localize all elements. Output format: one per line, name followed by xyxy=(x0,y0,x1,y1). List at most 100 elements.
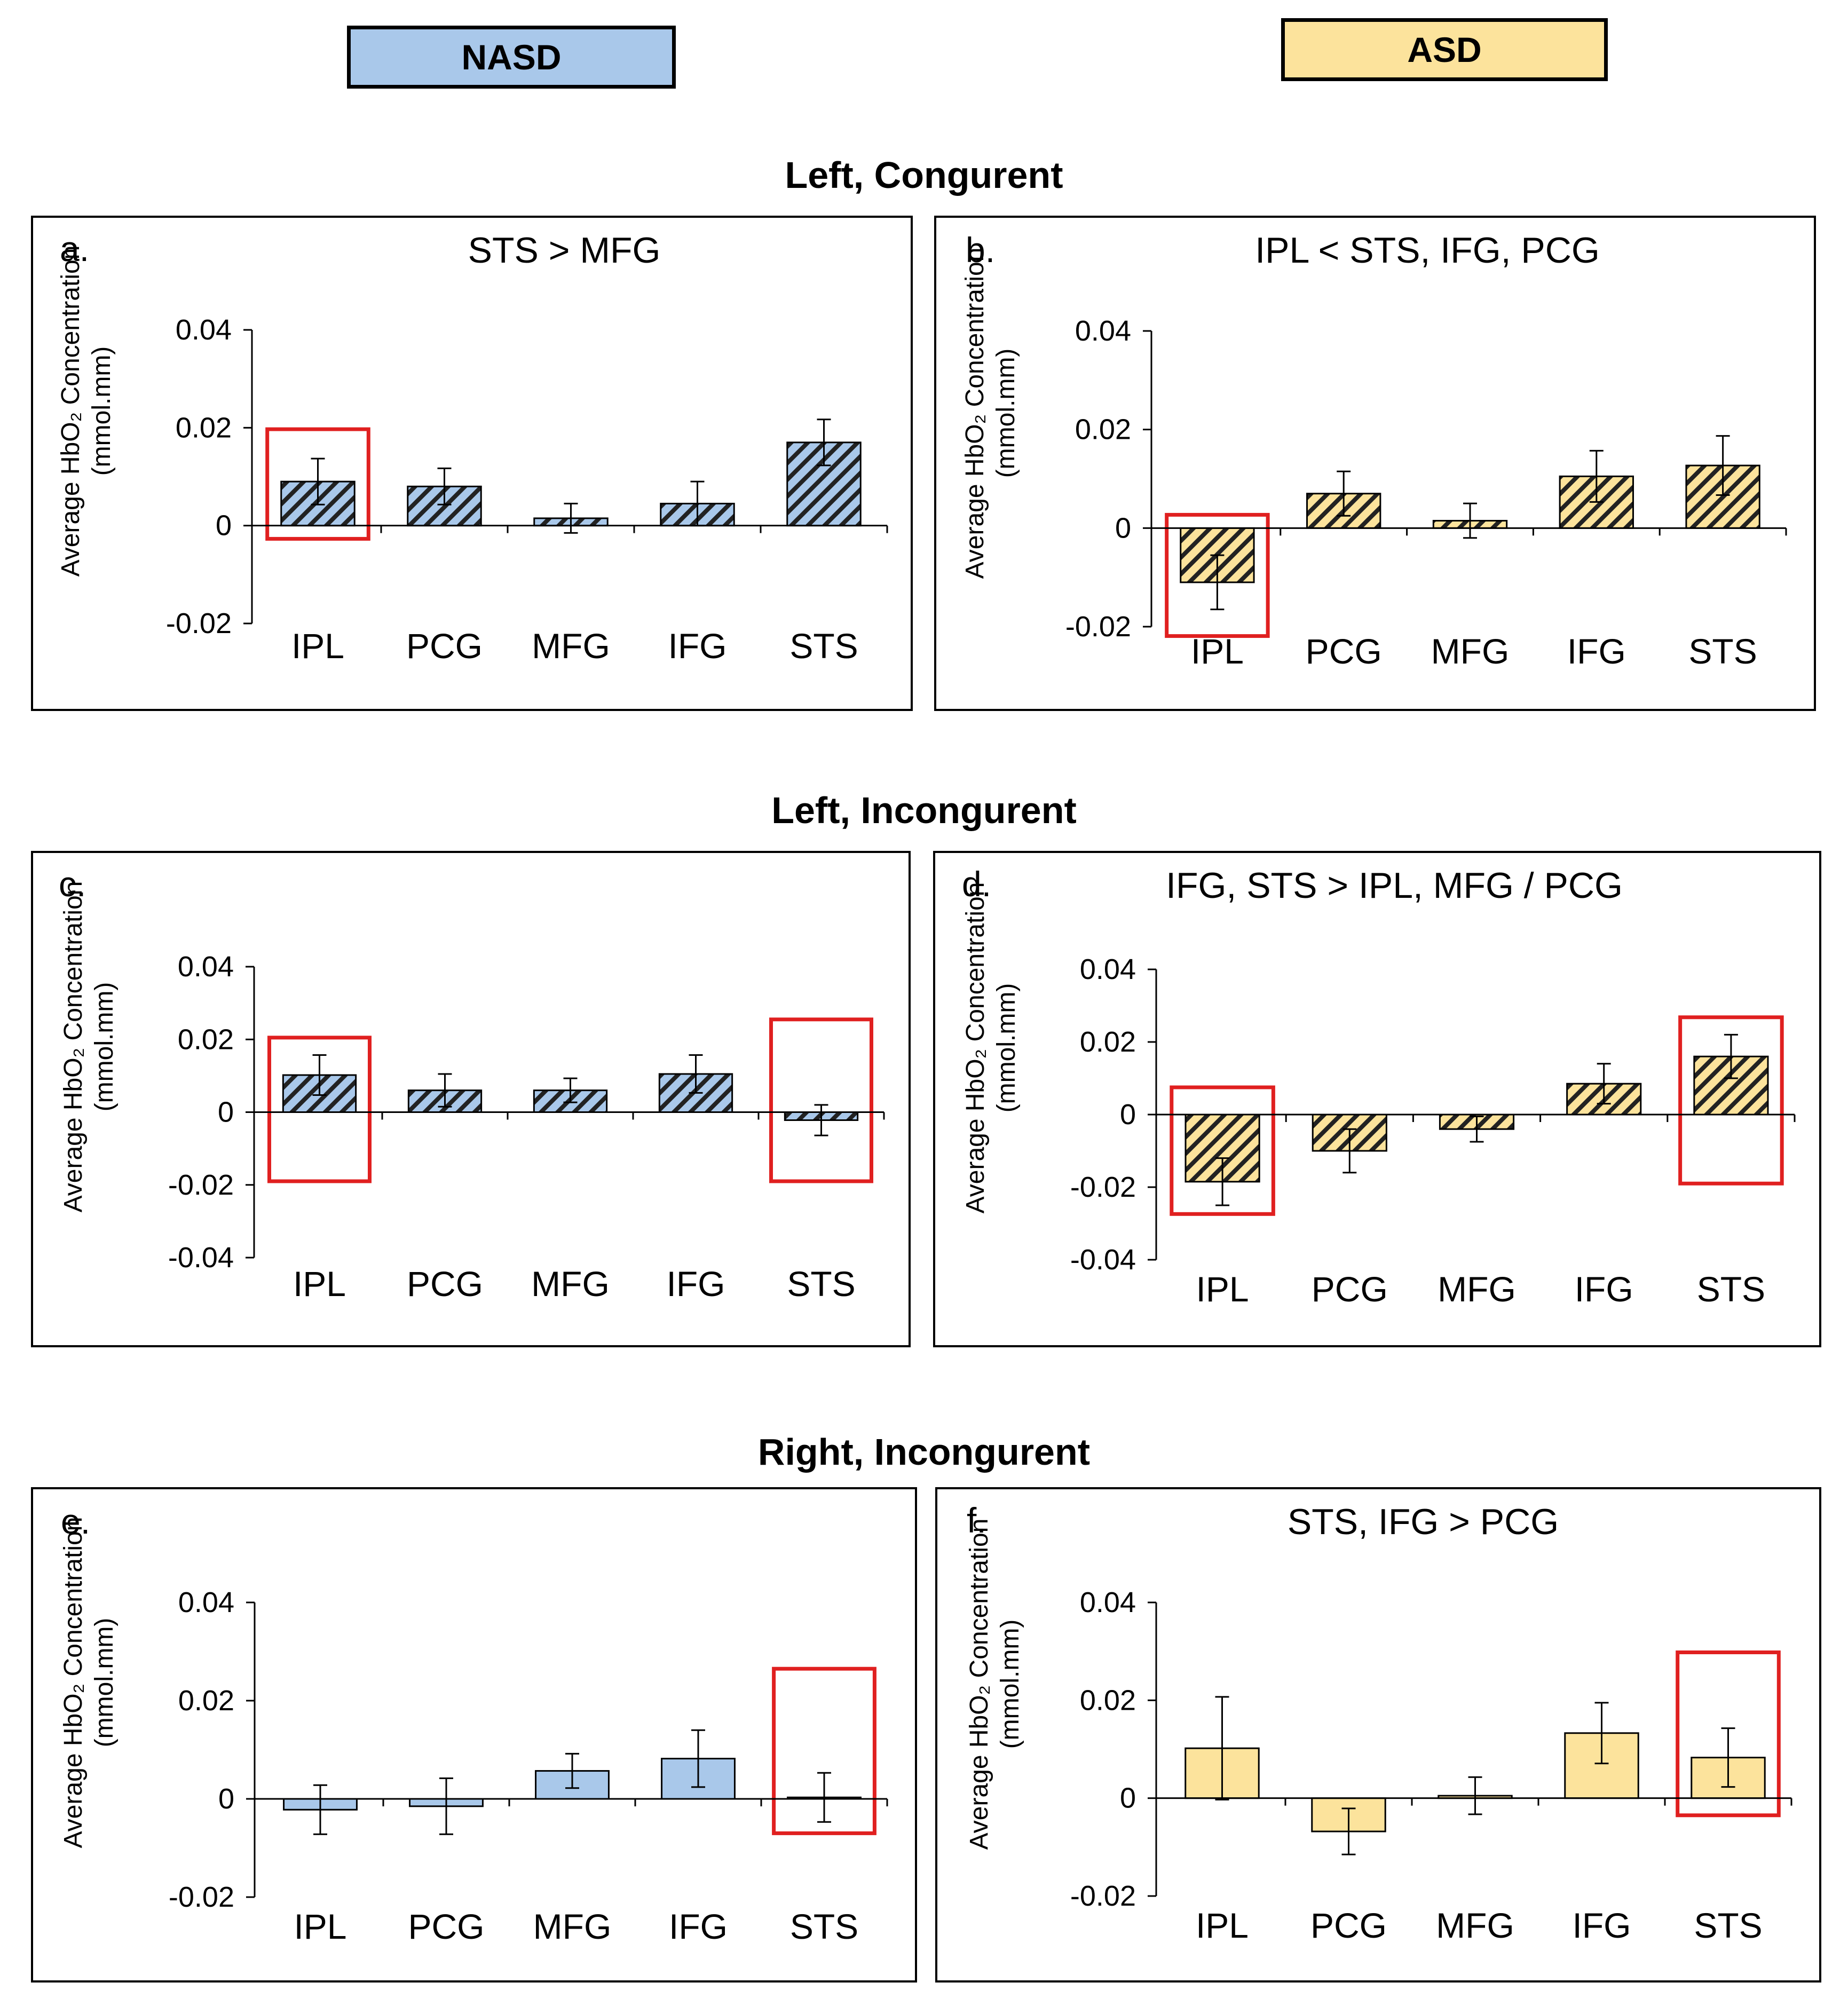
category-label: IPL xyxy=(291,626,344,666)
y-tick-label: -0.04 xyxy=(1070,1244,1136,1276)
legend-asd-label: ASD xyxy=(1407,30,1482,69)
chart-panel-f: -0.02 0 0.02 0.04 IPL PCG MFG IFG STS f. STS, IFG … xyxy=(935,1487,1821,1983)
category-label: IFG xyxy=(667,1264,725,1304)
section-title-left-congruent: Left, Congurent xyxy=(785,154,1063,196)
y-tick-label: 0.02 xyxy=(178,1685,234,1717)
y-tick-label: 0.04 xyxy=(176,314,232,346)
highlight-box-ipl xyxy=(267,1036,372,1183)
y-tick-label: -0.02 xyxy=(1070,1880,1136,1912)
y-tick-label: 0.02 xyxy=(1080,1026,1136,1058)
category-label: PCG xyxy=(1312,1269,1388,1309)
y-tick-label: 0.02 xyxy=(178,1023,234,1055)
category-label: IFG xyxy=(669,1907,728,1946)
chart-plot: -0.02 0 0.02 0.04 IPL PCG MFG IFG STS xyxy=(169,1586,888,1946)
panel-title: IFG, STS > IPL, MFG / PCG xyxy=(1166,865,1623,906)
category-label: IPL xyxy=(1191,631,1244,671)
y-axis-label-line1: Average HbO₂ Concentration xyxy=(961,247,989,579)
category-label: MFG xyxy=(533,1907,612,1946)
category-label: MFG xyxy=(1438,1269,1516,1309)
y-tick-label: 0.02 xyxy=(1075,414,1131,446)
y-tick-label: 0.02 xyxy=(1080,1684,1136,1716)
category-label: PCG xyxy=(407,1264,483,1304)
section-title-right-incongruent: Right, Incongurent xyxy=(757,1431,1091,1473)
y-axis-label-line2: (mmol.mm) xyxy=(90,1617,119,1748)
chart-panel-d: -0.04 -0.02 0 0.02 0.04 IPL PCG MFG IFG STS d. IFG,… xyxy=(933,851,1821,1347)
category-label: IPL xyxy=(1196,1906,1249,1945)
y-tick-label: -0.02 xyxy=(168,1169,234,1201)
highlight-box-sts xyxy=(1678,1015,1784,1186)
legend-asd: ASD xyxy=(1281,18,1608,81)
category-label: STS xyxy=(790,1907,858,1946)
highlight-box-ipl xyxy=(1170,1085,1275,1216)
chart-plot: -0.02 0 0.02 0.04 IPL PCG MFG IFG STS xyxy=(1065,315,1787,671)
y-tick-label: -0.04 xyxy=(168,1242,234,1274)
y-axis-label: Average HbO₂ Concentration (mmol.mm) xyxy=(56,246,117,577)
category-label: PCG xyxy=(406,626,483,666)
y-axis-label-line2: (mmol.mm) xyxy=(992,983,1021,1113)
category-label: MFG xyxy=(531,1264,610,1304)
panel-letter: d. xyxy=(962,864,992,904)
category-label: IPL xyxy=(293,1264,346,1304)
category-label: STS xyxy=(1688,631,1757,671)
panel-letter: c. xyxy=(59,864,86,904)
legend-nasd-label: NASD xyxy=(461,37,562,77)
category-label: MFG xyxy=(1431,631,1510,671)
category-label: STS xyxy=(787,1264,855,1304)
y-tick-label: 0 xyxy=(1120,1782,1136,1814)
category-label: IFG xyxy=(1567,631,1626,671)
y-axis-label-line1: Average HbO₂ Concentration xyxy=(57,245,85,577)
panel-title: STS, IFG > PCG xyxy=(1287,1502,1559,1542)
y-tick-label: 0 xyxy=(216,510,232,542)
chart-panel-b: -0.02 0 0.02 0.04 IPL PCG MFG IFG STS b. IPL < STS… xyxy=(934,216,1816,711)
y-axis-label-line2: (mmol.mm) xyxy=(992,348,1020,478)
y-tick-label: 0 xyxy=(218,1783,234,1815)
y-tick-label: 0.04 xyxy=(1080,953,1136,985)
legend-nasd: NASD xyxy=(347,26,676,89)
y-axis-label-line2: (mmol.mm) xyxy=(90,982,119,1112)
category-label: IPL xyxy=(1196,1269,1249,1309)
y-axis-label-line2: (mmol.mm) xyxy=(996,1619,1024,1749)
panel-title: STS > MFG xyxy=(468,230,661,271)
chart-panel-a: -0.02 0 0.02 0.04 IPL PCG MFG IFG STS a. STS > MFG… xyxy=(31,216,913,711)
category-label: IFG xyxy=(1575,1269,1633,1309)
highlight-box-sts xyxy=(1676,1650,1781,1818)
chart-plot: -0.04 -0.02 0 0.02 0.04 IPL PCG MFG IFG STS xyxy=(1070,953,1796,1309)
y-axis-label: Average HbO₂ Concentration (mmol.mm) xyxy=(960,882,1022,1214)
chart-panel-e: -0.02 0 0.02 0.04 IPL PCG MFG IFG STS e. Average H… xyxy=(31,1487,917,1983)
panel-letter: f. xyxy=(967,1500,986,1540)
section-title-left-incongruent: Left, Incongurent xyxy=(771,789,1077,831)
y-axis-label-line1: Average HbO₂ Concentration xyxy=(965,1518,993,1850)
category-label: IFG xyxy=(668,626,727,666)
y-axis-label: Average HbO₂ Concentration (mmol.mm) xyxy=(960,248,1022,579)
panel-letter: b. xyxy=(966,230,996,270)
category-label: IPL xyxy=(294,1907,346,1946)
category-label: MFG xyxy=(532,626,610,666)
y-axis-label-line1: Average HbO₂ Concentration xyxy=(59,881,88,1213)
highlight-box-ipl xyxy=(1165,512,1270,638)
highlight-box-sts xyxy=(769,1017,873,1183)
y-axis-label-line2: (mmol.mm) xyxy=(88,346,116,476)
y-tick-label: -0.02 xyxy=(1065,611,1131,643)
y-tick-label: 0.04 xyxy=(178,951,234,983)
chart-plot: -0.04 -0.02 0 0.02 0.04 IPL PCG MFG IFG STS xyxy=(168,951,885,1304)
y-tick-label: 0.04 xyxy=(1080,1586,1136,1618)
y-axis-label: Average HbO₂ Concentration (mmol.mm) xyxy=(58,881,120,1213)
category-label: STS xyxy=(789,626,858,666)
y-tick-label: 0 xyxy=(1115,512,1131,544)
chart-panel-c: -0.04 -0.02 0 0.02 0.04 IPL PCG MFG IFG STS c. Aver… xyxy=(31,851,911,1347)
y-tick-label: -0.02 xyxy=(169,1881,234,1913)
y-axis-label: Average HbO₂ Concentration (mmol.mm) xyxy=(58,1517,120,1849)
category-label: PCG xyxy=(1310,1906,1387,1945)
panel-title: IPL < STS, IFG, PCG xyxy=(1255,230,1600,271)
y-axis-label: Average HbO₂ Concentration (mmol.mm) xyxy=(964,1519,1026,1850)
y-tick-label: -0.02 xyxy=(166,607,232,639)
y-tick-label: 0 xyxy=(1120,1099,1136,1131)
y-axis-label-line1: Average HbO₂ Concentration xyxy=(961,882,990,1214)
category-label: STS xyxy=(1697,1269,1765,1309)
y-tick-label: 0.02 xyxy=(176,412,232,444)
category-label: MFG xyxy=(1436,1906,1514,1945)
highlight-box-sts xyxy=(772,1667,876,1835)
y-tick-label: 0.04 xyxy=(1075,315,1131,347)
chart-plot: -0.02 0 0.02 0.04 IPL PCG MFG IFG STS xyxy=(166,314,888,666)
chart-plot: -0.02 0 0.02 0.04 IPL PCG MFG IFG STS xyxy=(1070,1586,1792,1945)
